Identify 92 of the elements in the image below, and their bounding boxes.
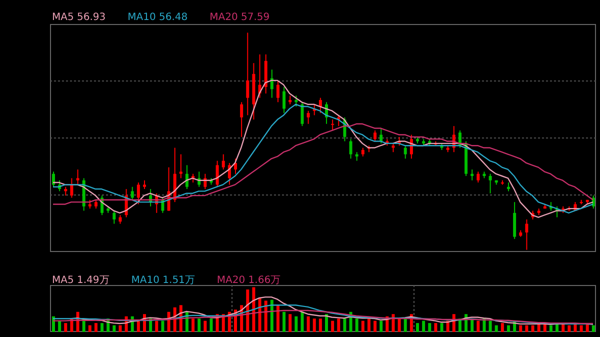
bar — [568, 325, 571, 332]
bar — [288, 314, 292, 332]
bar — [531, 325, 534, 332]
candlestick — [306, 110, 310, 124]
candlestick — [76, 168, 80, 186]
bar — [155, 320, 158, 332]
candlestick — [476, 171, 480, 184]
candlestick — [240, 102, 244, 138]
bar — [476, 320, 480, 332]
bar — [58, 320, 62, 332]
bar — [361, 320, 364, 332]
candlestick — [331, 119, 334, 131]
text: MA20 1.66万 — [216, 275, 281, 287]
bar — [112, 325, 116, 332]
candlestick — [349, 138, 352, 160]
bar — [64, 323, 68, 332]
bar — [270, 300, 274, 332]
candlestick — [294, 95, 298, 108]
bar — [380, 320, 383, 332]
bar — [549, 325, 552, 332]
bar — [312, 318, 316, 332]
bar — [88, 325, 92, 332]
bar — [367, 318, 370, 332]
bar — [136, 320, 140, 332]
bar — [428, 323, 432, 332]
bar — [404, 318, 407, 332]
candlestick — [136, 182, 140, 205]
bar — [440, 323, 444, 332]
bar — [282, 312, 286, 332]
candlestick — [234, 158, 237, 174]
candlestick — [179, 154, 182, 179]
bar — [100, 323, 104, 332]
bar — [161, 320, 164, 332]
bar — [210, 318, 213, 332]
text: MA20 57.59 — [210, 12, 270, 24]
bar — [252, 287, 256, 332]
bar — [318, 318, 322, 332]
candlestick — [404, 145, 407, 160]
text: MA10 56.48 — [128, 12, 188, 24]
bar — [264, 300, 268, 332]
bar — [482, 318, 486, 332]
text: MA5 56.93 — [52, 12, 106, 24]
candlestick — [282, 86, 286, 114]
candlestick — [488, 173, 492, 194]
bar — [294, 316, 298, 332]
candlestick — [52, 171, 55, 188]
bar — [392, 314, 395, 332]
bar — [306, 316, 310, 332]
bar — [204, 320, 207, 332]
bar — [198, 318, 201, 332]
candlestick — [525, 218, 528, 250]
bar — [422, 320, 426, 332]
bar — [94, 323, 98, 332]
bar — [592, 325, 595, 332]
bar — [337, 318, 340, 332]
text: MA10 1.51万 — [131, 275, 195, 287]
bar — [343, 318, 346, 332]
candlestick — [246, 32, 250, 116]
bar — [246, 289, 250, 332]
bar — [374, 320, 377, 332]
bar — [416, 323, 419, 332]
bar — [325, 314, 328, 332]
text: MA5 1.49万 — [52, 275, 110, 287]
candlestick — [300, 102, 304, 127]
bar — [118, 325, 122, 332]
candlestick — [470, 168, 474, 181]
bar — [192, 318, 195, 332]
candlestick — [276, 80, 280, 103]
candlestick — [513, 202, 516, 240]
candlestick — [70, 178, 74, 198]
bar — [434, 323, 438, 332]
bar — [276, 305, 280, 332]
bar — [525, 325, 528, 332]
candlestick — [130, 186, 134, 200]
candlestick — [318, 97, 322, 114]
bar — [519, 325, 522, 332]
bar — [331, 320, 334, 332]
bar — [398, 318, 401, 332]
candlestick — [380, 128, 383, 144]
candlestick — [185, 164, 188, 190]
candlestick — [222, 154, 225, 170]
bar — [488, 320, 492, 332]
candlestick — [216, 160, 219, 188]
bar — [507, 325, 510, 332]
candlestick — [374, 130, 377, 142]
bar — [580, 325, 583, 332]
bar — [355, 318, 358, 332]
bar — [494, 325, 498, 332]
bar — [258, 298, 262, 332]
bar — [500, 323, 504, 332]
candlestick — [112, 210, 116, 224]
bar — [300, 312, 304, 332]
